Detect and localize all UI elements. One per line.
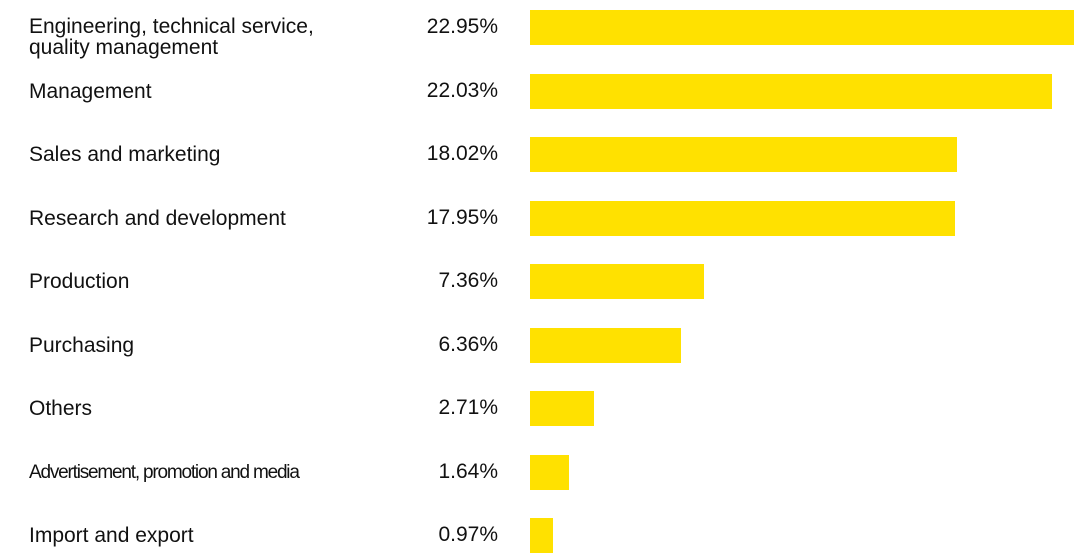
bar bbox=[530, 73, 1052, 109]
category-label: Sales and marketing bbox=[29, 143, 221, 166]
value-label: 1.64% bbox=[438, 459, 498, 483]
bar bbox=[530, 391, 594, 426]
value-label: 18.02% bbox=[426, 142, 498, 165]
value-label: 22.03% bbox=[426, 78, 498, 102]
category-label: Research and development bbox=[29, 206, 286, 230]
category-label: Advertisement, promotion and media bbox=[29, 461, 300, 483]
category-label: Purchasing bbox=[29, 333, 135, 357]
category-label: Engineering, technical service, quality … bbox=[29, 15, 314, 59]
category-label: Management bbox=[29, 79, 152, 103]
value-label: 17.95% bbox=[426, 205, 498, 229]
bar bbox=[530, 264, 704, 299]
bar bbox=[530, 200, 955, 236]
bar bbox=[530, 10, 1074, 45]
category-label: Production bbox=[29, 270, 130, 293]
bar bbox=[530, 327, 681, 363]
bar bbox=[530, 518, 553, 553]
category-label: Others bbox=[29, 397, 93, 420]
value-label: 6.36% bbox=[438, 332, 498, 356]
value-label: 22.95% bbox=[426, 15, 498, 38]
bar bbox=[530, 137, 957, 172]
category-label: Import and export bbox=[29, 524, 194, 547]
value-label: 7.36% bbox=[438, 269, 498, 292]
value-label: 0.97% bbox=[438, 523, 498, 546]
value-label: 2.71% bbox=[438, 396, 498, 419]
bar bbox=[530, 454, 569, 490]
